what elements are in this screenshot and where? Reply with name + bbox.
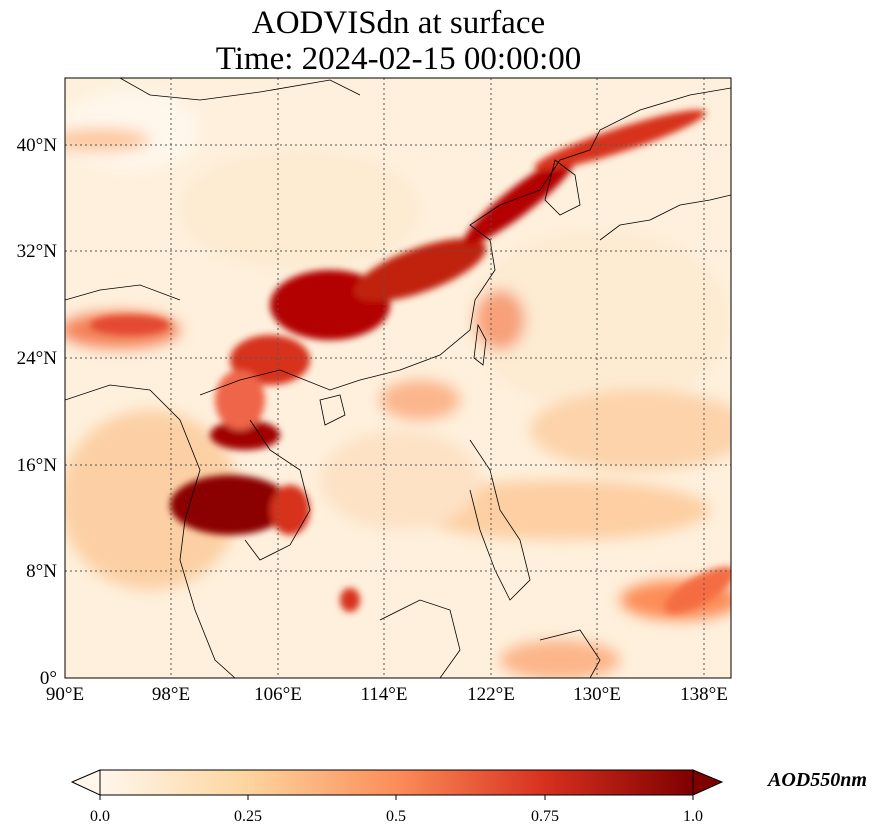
colorbar-label: AOD550nm — [768, 769, 867, 791]
x-tick-label: 130°E — [573, 684, 621, 705]
coastlines — [65, 78, 731, 678]
map-frame — [64, 77, 732, 679]
y-tick-label: 32°N — [17, 241, 58, 262]
colorbar-tick-label: 0.5 — [386, 808, 406, 825]
map-title-line1: AODVISdn at surface — [251, 5, 546, 41]
y-axis-labels: 0° 8°N 16°N 24°N 32°N 40°N — [17, 135, 58, 689]
y-tick-label: 0° — [40, 668, 57, 689]
x-tick-label: 106°E — [254, 684, 302, 705]
colorbar-gradient — [99, 769, 694, 796]
colorbar-tick-label: 0.75 — [531, 808, 559, 825]
y-tick-label: 16°N — [17, 455, 58, 476]
x-tick-label: 122°E — [467, 684, 515, 705]
x-tick-label: 90°E — [46, 684, 84, 705]
gridlines — [65, 78, 731, 678]
x-tick-label: 98°E — [152, 684, 190, 705]
colorbar-tick-label: 0.25 — [234, 808, 262, 825]
x-tick-label: 114°E — [361, 684, 408, 705]
colorbar-tick-label: 1.0 — [683, 808, 703, 825]
colorbar-min-extension — [70, 769, 101, 796]
x-tick-label: 138°E — [680, 684, 728, 705]
colorbar-max-extension — [692, 769, 724, 796]
y-tick-label: 40°N — [17, 135, 58, 156]
colorbar: 0.0 0.25 0.5 0.75 1.0 — [70, 769, 724, 825]
y-tick-label: 24°N — [17, 348, 58, 369]
aod-field — [65, 78, 731, 678]
x-axis-labels: 90°E 98°E 106°E 114°E 122°E 130°E 138°E — [46, 684, 728, 705]
colorbar-tick-label: 0.0 — [90, 808, 110, 825]
y-tick-label: 8°N — [26, 561, 57, 582]
map-title-line2: Time: 2024-02-15 00:00:00 — [215, 41, 582, 77]
